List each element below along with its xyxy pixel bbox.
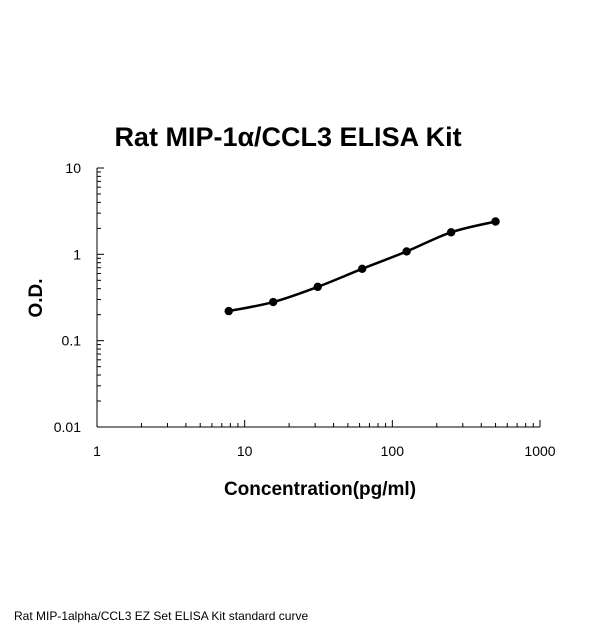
data-point [357,264,367,273]
data-points [224,217,500,316]
axes [96,167,541,428]
x-tick-label: 100 [381,443,405,459]
data-point [268,297,278,307]
y-tick-label: 0.01 [54,419,81,435]
chart: Rat MIP-1α/CCL3 ELISA Kit 1 10 100 1000 0.01… [26,122,556,500]
figure-caption: Rat MIP-1alpha/CCL3 EZ Set ELISA Kit sta… [14,609,309,623]
x-tick-label: 10 [237,443,253,459]
x-axis-label: Concentration(pg/ml) [224,479,416,500]
data-point [224,306,233,316]
y-tick-label: 10 [65,160,81,176]
data-point [402,247,411,256]
chart-title: Rat MIP-1α/CCL3 ELISA Kit [114,122,461,152]
data-point [446,228,456,237]
x-tick-label: 1000 [524,443,555,459]
data-point [313,282,322,292]
data-point [491,217,500,226]
x-tick-label: 1 [93,443,101,459]
tick-labels: 1 10 100 1000 0.01 0.1 1 10 [54,160,556,459]
y-tick-label: 1 [73,246,81,262]
y-tick-label: 0.1 [62,333,82,349]
y-axis-label: O.D. [26,278,47,317]
